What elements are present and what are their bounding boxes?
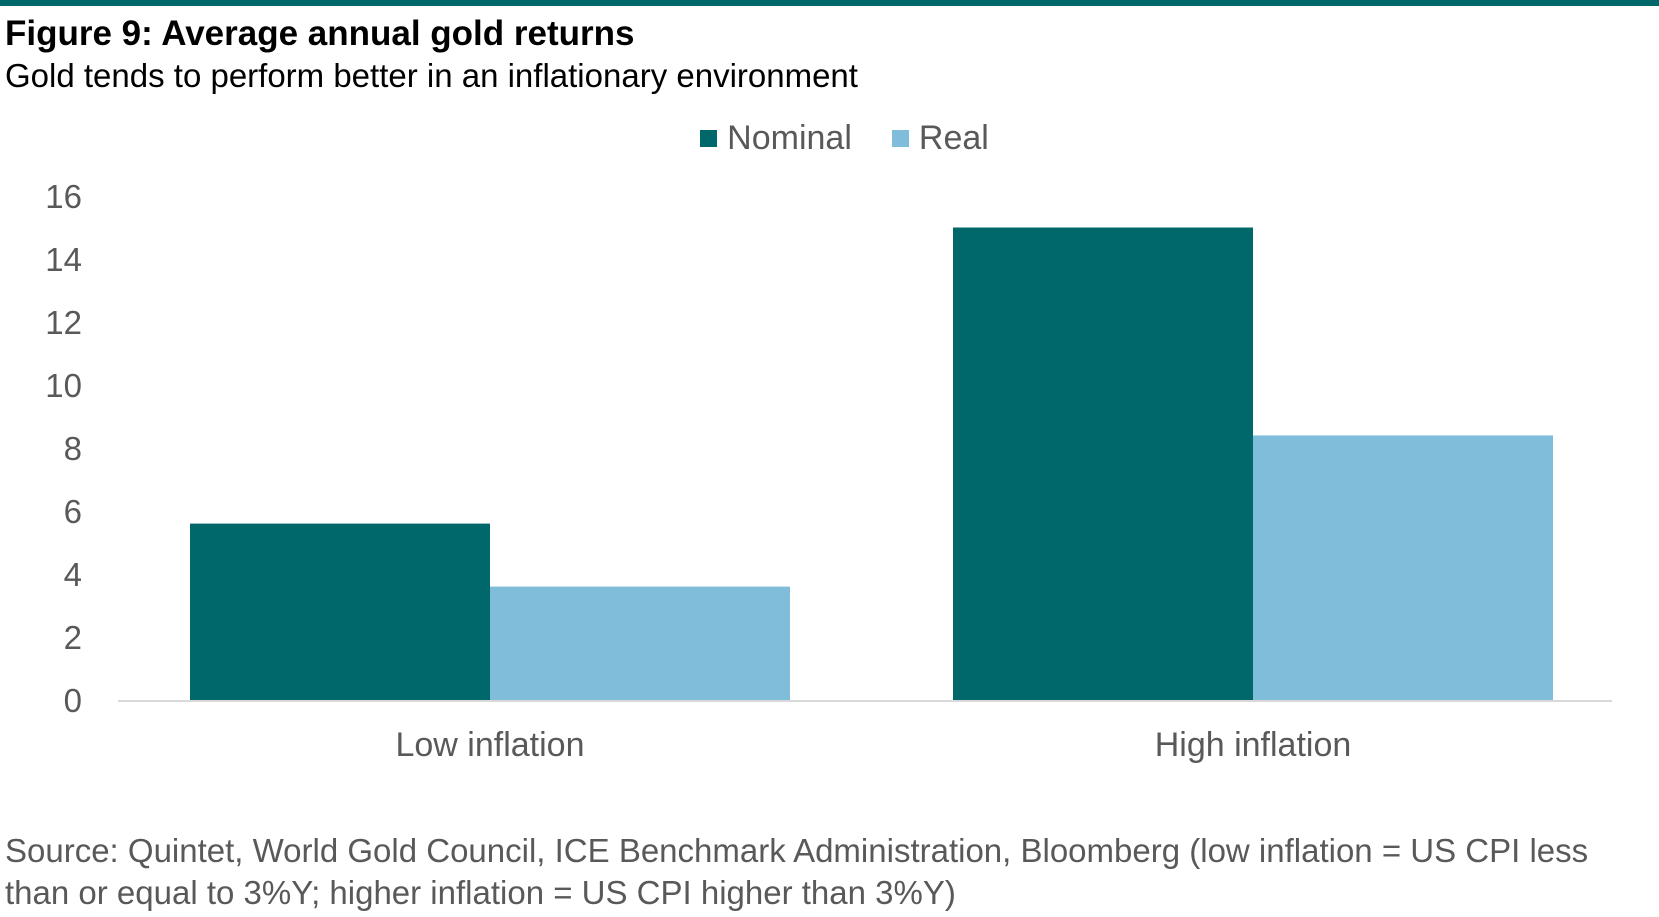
chart-legend: Nominal Real	[0, 116, 1659, 160]
bars	[190, 227, 1553, 700]
top-accent-rule	[0, 0, 1659, 6]
legend-item-nominal: Nominal	[700, 118, 852, 158]
bar-real-low-inflation	[490, 586, 790, 700]
y-tick-label: 8	[64, 430, 82, 467]
y-tick-label: 4	[64, 556, 82, 593]
legend-item-real: Real	[891, 118, 989, 158]
bar-nominal-low-inflation	[190, 523, 490, 700]
legend-swatch-nominal	[700, 129, 718, 147]
y-tick-label: 10	[45, 367, 82, 404]
bar-nominal-high-inflation	[953, 227, 1253, 700]
legend-label-nominal: Nominal	[727, 119, 852, 157]
y-axis-ticks: 0 2 4 6 8 10 12 14 16	[45, 178, 82, 719]
bar-real-high-inflation	[1253, 435, 1553, 700]
source-note: Source: Quintet, World Gold Council, ICE…	[5, 832, 1589, 911]
legend-swatch-real	[891, 129, 909, 147]
y-tick-label: 2	[64, 619, 82, 656]
legend-label-real: Real	[918, 119, 989, 157]
y-tick-label: 6	[64, 493, 82, 530]
chart-title: Figure 9: Average annual gold returns	[5, 14, 635, 53]
y-tick-label: 14	[45, 241, 82, 278]
x-axis-categories: Low inflation High inflation	[395, 726, 1351, 764]
y-tick-label: 12	[45, 304, 82, 341]
y-tick-label: 0	[64, 682, 82, 719]
chart-subtitle: Gold tends to perform better in an infla…	[5, 57, 858, 94]
x-category-label: Low inflation	[395, 726, 584, 764]
x-category-label: High inflation	[1155, 726, 1352, 764]
y-tick-label: 16	[45, 178, 82, 215]
bar-chart: 0 2 4 6 8 10 12 14 16 Low inflation High inflatio…	[45, 178, 1612, 764]
